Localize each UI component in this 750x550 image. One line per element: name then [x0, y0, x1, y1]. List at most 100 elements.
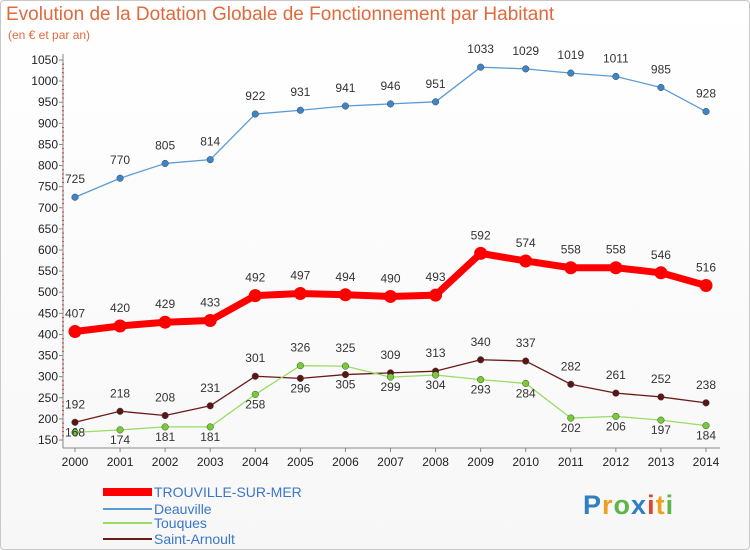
data-point — [116, 407, 124, 415]
y-minor-tick — [62, 317, 64, 319]
x-tick-label: 2010 — [512, 455, 539, 469]
y-minor-tick — [62, 156, 64, 158]
data-label: 181 — [200, 430, 220, 444]
logo-letter: x — [631, 490, 648, 520]
data-label: 197 — [651, 423, 671, 437]
data-label: 301 — [245, 351, 265, 365]
y-minor-tick — [62, 300, 64, 302]
y-minor-tick — [62, 384, 64, 386]
legend-label: Touques — [154, 515, 207, 531]
data-point — [203, 314, 217, 328]
y-minor-tick — [62, 105, 64, 107]
y-tick-label: 600 — [38, 243, 58, 257]
y-minor-tick — [62, 279, 64, 281]
data-point — [657, 416, 665, 424]
y-tick-label: 200 — [38, 412, 58, 426]
y-minor-tick — [62, 84, 64, 86]
y-minor-tick — [62, 287, 64, 289]
data-point — [567, 414, 575, 422]
x-tick-label: 2011 — [558, 455, 584, 469]
data-point — [341, 371, 349, 379]
y-minor-tick — [62, 405, 64, 407]
y-minor-tick — [62, 152, 64, 154]
data-label: 493 — [426, 270, 446, 284]
data-point — [206, 156, 214, 164]
data-point — [477, 376, 485, 384]
data-label: 1019 — [557, 48, 584, 62]
data-point — [432, 371, 440, 379]
data-point — [248, 289, 262, 303]
data-label: 725 — [65, 172, 85, 186]
y-tick-label: 450 — [38, 306, 58, 320]
y-minor-tick — [62, 139, 64, 141]
data-point — [522, 379, 530, 387]
y-minor-tick — [62, 110, 64, 112]
data-point — [158, 315, 172, 329]
y-minor-tick — [62, 181, 64, 183]
y-minor-tick — [62, 253, 64, 255]
data-point — [386, 100, 395, 108]
y-minor-tick — [62, 76, 64, 78]
y-minor-tick — [62, 367, 64, 369]
data-point — [384, 289, 397, 303]
data-point — [68, 324, 82, 338]
y-minor-tick — [62, 274, 64, 276]
y-minor-tick — [62, 257, 64, 259]
y-minor-tick — [62, 329, 64, 331]
data-label: 337 — [516, 336, 536, 350]
data-point — [341, 362, 349, 370]
data-label: 218 — [110, 386, 130, 400]
y-minor-tick — [62, 67, 64, 69]
data-label: 1033 — [467, 42, 494, 56]
data-label: 946 — [380, 79, 400, 93]
y-minor-tick — [62, 160, 64, 162]
data-label: 326 — [290, 341, 310, 355]
y-tick-label: 800 — [38, 159, 58, 173]
data-label: 184 — [696, 429, 716, 443]
data-point — [654, 266, 668, 280]
y-tick-label: 850 — [38, 137, 58, 151]
y-minor-tick — [62, 224, 64, 226]
x-tick-label: 2009 — [467, 455, 494, 469]
y-tick-label: 350 — [38, 349, 58, 363]
data-point — [612, 412, 620, 420]
y-minor-tick — [62, 219, 64, 221]
logo-letter: r — [602, 490, 614, 520]
y-minor-tick — [62, 338, 64, 340]
data-label: 238 — [696, 378, 716, 392]
chart-title: Evolution de la Dotation Globale de Fonc… — [6, 4, 555, 25]
data-point — [612, 389, 620, 397]
data-label: 928 — [696, 87, 716, 101]
x-tick-label: 2014 — [693, 455, 720, 469]
data-label: 558 — [606, 243, 626, 257]
data-label: 296 — [290, 381, 310, 395]
y-tick-label: 250 — [38, 391, 58, 405]
data-point — [477, 356, 485, 364]
x-tick-label: 2013 — [648, 455, 675, 469]
y-minor-tick — [62, 127, 64, 129]
data-label: 494 — [335, 270, 355, 284]
data-point — [522, 357, 530, 365]
x-tick-label: 2002 — [152, 455, 179, 469]
y-minor-tick — [62, 232, 64, 234]
data-label: 592 — [471, 228, 491, 242]
data-label: 181 — [155, 430, 175, 444]
data-point — [161, 159, 169, 167]
y-tick-label: 300 — [38, 370, 58, 384]
data-label: 304 — [426, 378, 446, 392]
data-label: 202 — [561, 421, 581, 435]
data-point — [71, 428, 79, 436]
y-tick-label: 650 — [38, 222, 58, 236]
data-label: 231 — [200, 381, 220, 395]
data-label: 497 — [290, 268, 310, 282]
y-minor-tick — [62, 211, 64, 213]
data-label: 922 — [245, 89, 265, 103]
data-point — [567, 380, 575, 388]
y-minor-tick — [62, 414, 64, 416]
y-minor-tick — [62, 304, 64, 306]
data-label: 282 — [561, 359, 581, 373]
y-tick-label: 1050 — [31, 53, 58, 67]
data-label: 206 — [606, 419, 626, 433]
data-label: 208 — [155, 391, 175, 405]
y-minor-tick — [62, 350, 64, 352]
